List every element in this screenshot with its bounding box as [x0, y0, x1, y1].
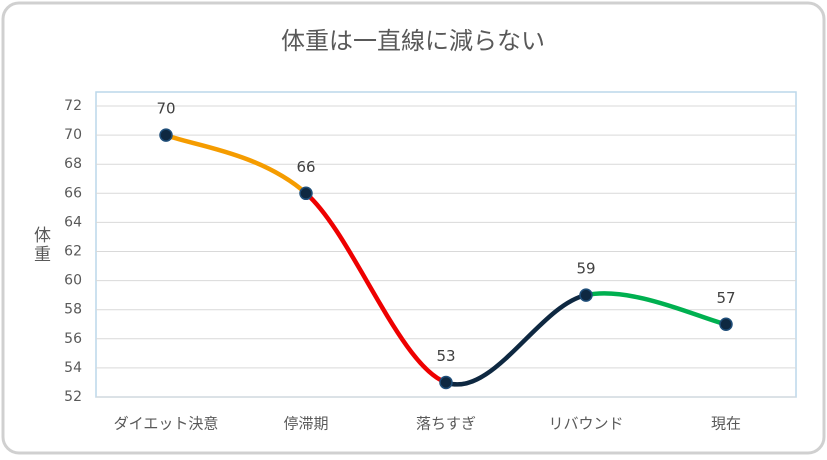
x-tick-label: ダイエット決意: [114, 415, 219, 433]
y-tick-label: 68: [64, 156, 82, 172]
line-segment: [583, 291, 729, 327]
y-axis-label: 体重: [30, 226, 51, 264]
y-tick-label: 72: [64, 98, 82, 114]
line-segment: [303, 191, 449, 385]
y-tick-label: 66: [64, 185, 82, 201]
y-tick-label: 64: [64, 214, 82, 230]
y-tick-label: 58: [64, 302, 82, 318]
data-label: 59: [576, 260, 595, 278]
data-point: [439, 375, 453, 390]
data-label: 66: [296, 158, 315, 176]
data-point: [579, 288, 593, 302]
y-tick-label: 56: [64, 331, 82, 347]
data-label: 70: [156, 100, 175, 118]
data-point: [159, 128, 173, 142]
line-segment: [163, 132, 309, 196]
y-tick-label: 62: [64, 244, 82, 260]
y-tick-label: 52: [64, 389, 82, 405]
data-point: [719, 317, 733, 331]
x-tick-label: 現在: [711, 415, 741, 433]
x-tick-label: リバウンド: [548, 415, 623, 433]
y-tick-label: 54: [64, 360, 82, 376]
data-label: 57: [716, 289, 735, 307]
x-tick-label: 落ちすぎ: [416, 415, 476, 433]
y-tick-label: 60: [64, 273, 82, 289]
x-tick-label: 停滞期: [283, 415, 328, 433]
data-label: 53: [436, 347, 455, 365]
line-segment: [443, 292, 589, 387]
chart-title: 体重は一直線に減らない: [281, 27, 545, 55]
y-tick-label: 70: [64, 127, 82, 143]
data-point: [299, 186, 313, 201]
